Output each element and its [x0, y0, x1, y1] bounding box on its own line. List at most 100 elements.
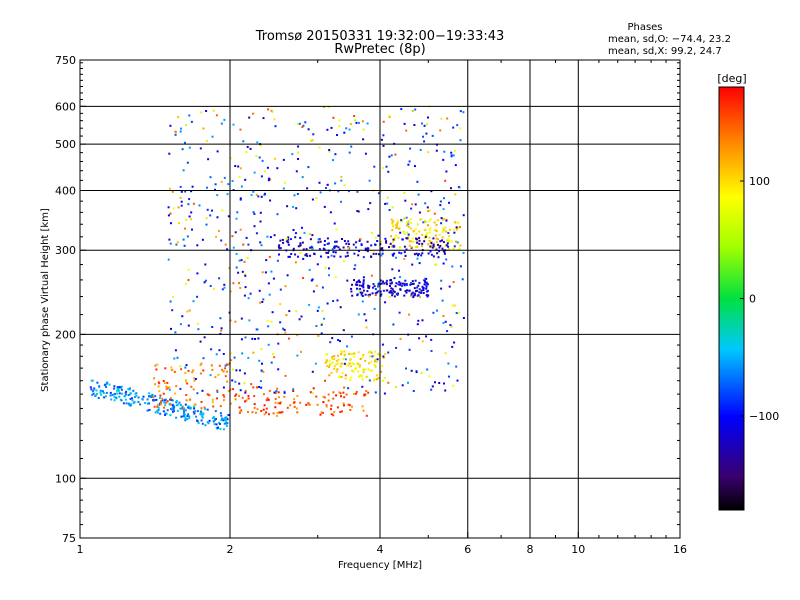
data-point [403, 232, 406, 235]
data-point [105, 386, 108, 388]
data-point [170, 399, 173, 401]
data-point [111, 394, 114, 396]
data-point [453, 341, 456, 344]
data-point [440, 287, 443, 290]
data-point [385, 279, 388, 282]
data-point [193, 405, 196, 408]
data-point [405, 216, 408, 219]
data-point [357, 313, 360, 316]
data-point [296, 123, 299, 126]
data-point [305, 253, 308, 256]
data-point [91, 394, 94, 396]
data-point [309, 246, 312, 249]
data-point [169, 242, 172, 245]
data-point [256, 408, 259, 411]
data-point [326, 128, 329, 131]
data-point [240, 317, 243, 320]
data-point [284, 181, 286, 184]
data-point [412, 230, 415, 233]
data-point [376, 240, 379, 242]
data-point [305, 403, 308, 406]
data-point [201, 389, 204, 392]
data-point [109, 394, 112, 397]
data-point [351, 369, 354, 372]
data-point [174, 133, 177, 136]
data-point [199, 372, 202, 375]
data-point [377, 192, 380, 195]
data-point [389, 290, 392, 292]
data-point [445, 170, 448, 173]
data-point [416, 323, 419, 326]
data-point [311, 247, 314, 250]
data-point [382, 289, 385, 292]
data-point [219, 317, 222, 320]
data-point [413, 124, 416, 126]
data-point [338, 125, 341, 128]
data-point [234, 394, 237, 397]
data-point [191, 228, 193, 231]
data-point [351, 405, 353, 408]
data-point [428, 236, 431, 239]
data-point [360, 375, 363, 378]
data-point [247, 243, 250, 246]
data-point [189, 407, 192, 410]
data-point [148, 395, 151, 398]
data-point [348, 151, 351, 154]
data-point [423, 140, 426, 143]
data-point [397, 219, 400, 222]
data-point [404, 290, 407, 293]
data-point [253, 225, 256, 228]
data-point [177, 206, 180, 209]
data-point [376, 374, 378, 377]
data-point [335, 245, 338, 248]
data-point [440, 217, 443, 220]
data-point [435, 248, 438, 251]
data-point [297, 245, 300, 248]
data-point [322, 106, 325, 109]
data-point [367, 247, 370, 250]
data-point [214, 376, 217, 379]
data-point [442, 241, 445, 244]
data-point [355, 390, 358, 393]
data-point [235, 253, 238, 255]
data-point [154, 411, 157, 414]
data-point [427, 151, 430, 154]
data-point [340, 200, 342, 203]
data-point [304, 121, 307, 124]
data-point [359, 238, 362, 241]
data-point [253, 406, 256, 409]
data-point [270, 320, 273, 323]
data-point [416, 180, 419, 183]
data-point [101, 390, 104, 393]
data-point [339, 306, 342, 309]
data-point [311, 139, 314, 142]
data-point [234, 165, 237, 167]
data-point [277, 245, 280, 248]
data-point [353, 252, 356, 255]
data-point [246, 145, 249, 148]
data-point [373, 379, 376, 382]
data-point [173, 410, 175, 413]
data-point [347, 243, 350, 246]
data-point [377, 377, 380, 380]
data-point [426, 289, 429, 292]
data-point [157, 385, 160, 388]
data-point [220, 122, 223, 125]
data-point [255, 155, 258, 158]
data-point [338, 391, 341, 394]
data-point [454, 221, 457, 224]
data-point [263, 404, 266, 407]
data-point [254, 411, 257, 414]
data-point [164, 367, 167, 370]
data-point [227, 414, 230, 416]
data-point [255, 232, 258, 235]
data-point [374, 236, 377, 239]
data-point [244, 178, 247, 181]
data-point [401, 384, 404, 387]
data-point [196, 392, 199, 395]
data-point [428, 209, 431, 212]
data-point [391, 294, 394, 297]
data-point [417, 319, 420, 322]
data-point [391, 229, 394, 232]
data-point [248, 116, 251, 119]
